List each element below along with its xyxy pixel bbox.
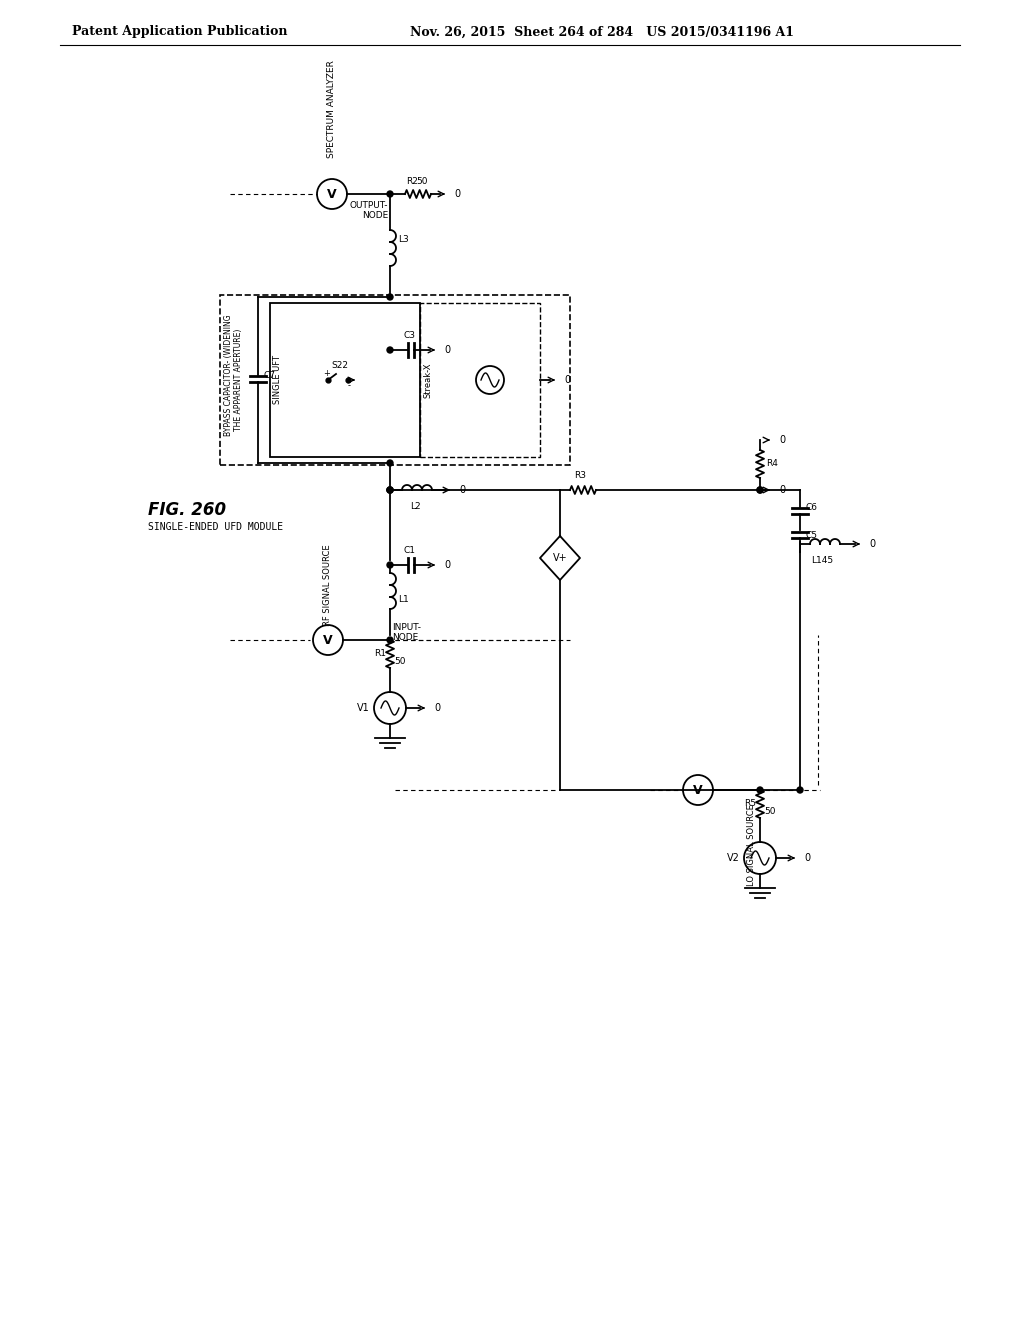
Text: V1: V1: [357, 704, 370, 713]
Text: Streak-X: Streak-X: [424, 362, 432, 397]
Circle shape: [313, 624, 343, 655]
Text: L145: L145: [811, 556, 834, 565]
Text: R2: R2: [407, 177, 418, 186]
Text: 0: 0: [779, 436, 785, 445]
Text: V+: V+: [553, 553, 567, 564]
Circle shape: [387, 638, 393, 643]
Text: C7: C7: [264, 371, 276, 380]
Circle shape: [387, 487, 393, 492]
Bar: [220, 294, 570, 465]
Circle shape: [744, 842, 776, 874]
Text: 0: 0: [869, 539, 876, 549]
Text: +: +: [324, 368, 331, 378]
Circle shape: [757, 487, 763, 492]
Text: BYPASS CAPACITOR- (WIDENING: BYPASS CAPACITOR- (WIDENING: [223, 314, 232, 436]
Circle shape: [387, 347, 393, 352]
Text: V2: V2: [727, 853, 740, 863]
Text: SPECTRUM ANALYZER: SPECTRUM ANALYZER: [328, 61, 337, 158]
Text: R4: R4: [766, 459, 778, 469]
Text: 0: 0: [804, 853, 810, 863]
Text: L1: L1: [398, 595, 409, 605]
Text: 50: 50: [394, 657, 406, 667]
Text: 0: 0: [779, 484, 785, 495]
Text: -: -: [347, 381, 350, 391]
Text: V: V: [693, 784, 702, 796]
Text: SINGLE-ENDED UFD MODULE: SINGLE-ENDED UFD MODULE: [148, 521, 283, 532]
Circle shape: [387, 487, 393, 492]
Text: R5: R5: [744, 800, 756, 808]
Text: L2: L2: [410, 502, 420, 511]
Text: L3: L3: [398, 235, 409, 244]
Text: Nov. 26, 2015  Sheet 264 of 284   US 2015/0341196 A1: Nov. 26, 2015 Sheet 264 of 284 US 2015/0…: [410, 25, 794, 38]
Circle shape: [387, 191, 393, 197]
Text: 0: 0: [564, 375, 570, 385]
Text: OUTPUT-: OUTPUT-: [349, 201, 388, 210]
Circle shape: [387, 487, 393, 492]
Bar: [270, 304, 420, 457]
Text: RF SIGNAL SOURCE: RF SIGNAL SOURCE: [324, 544, 333, 626]
Text: LO SIGNAL SOURCE: LO SIGNAL SOURCE: [748, 804, 757, 886]
Text: V: V: [328, 187, 337, 201]
Circle shape: [476, 366, 504, 393]
Circle shape: [757, 787, 763, 793]
Circle shape: [757, 487, 763, 492]
Text: C3: C3: [404, 331, 416, 341]
Text: S22: S22: [332, 362, 348, 371]
Circle shape: [797, 787, 803, 793]
Circle shape: [387, 459, 393, 466]
Circle shape: [374, 692, 406, 723]
Circle shape: [317, 180, 347, 209]
Text: FIG. 260: FIG. 260: [148, 502, 226, 519]
Text: THE APPARENT APERTURE): THE APPARENT APERTURE): [233, 329, 243, 432]
Text: 50: 50: [416, 177, 428, 186]
Text: V: V: [324, 634, 333, 647]
Text: R3: R3: [574, 471, 586, 480]
Text: 0: 0: [434, 704, 440, 713]
Text: 0: 0: [444, 345, 451, 355]
Bar: [420, 304, 540, 457]
Text: C6: C6: [806, 503, 818, 511]
Text: INPUT-: INPUT-: [392, 623, 421, 632]
Circle shape: [683, 775, 713, 805]
Circle shape: [387, 562, 393, 568]
Text: NODE: NODE: [392, 634, 418, 643]
Text: Patent Application Publication: Patent Application Publication: [72, 25, 288, 38]
Circle shape: [387, 294, 393, 300]
Text: C5: C5: [806, 532, 818, 540]
Text: 0: 0: [444, 560, 451, 570]
Text: SINGLE UFT: SINGLE UFT: [273, 355, 283, 404]
Text: R1: R1: [374, 649, 386, 659]
Text: C1: C1: [404, 546, 416, 554]
Text: 0: 0: [459, 484, 465, 495]
Text: 0: 0: [454, 189, 460, 199]
Text: 50: 50: [764, 808, 775, 817]
Text: NODE: NODE: [361, 211, 388, 220]
